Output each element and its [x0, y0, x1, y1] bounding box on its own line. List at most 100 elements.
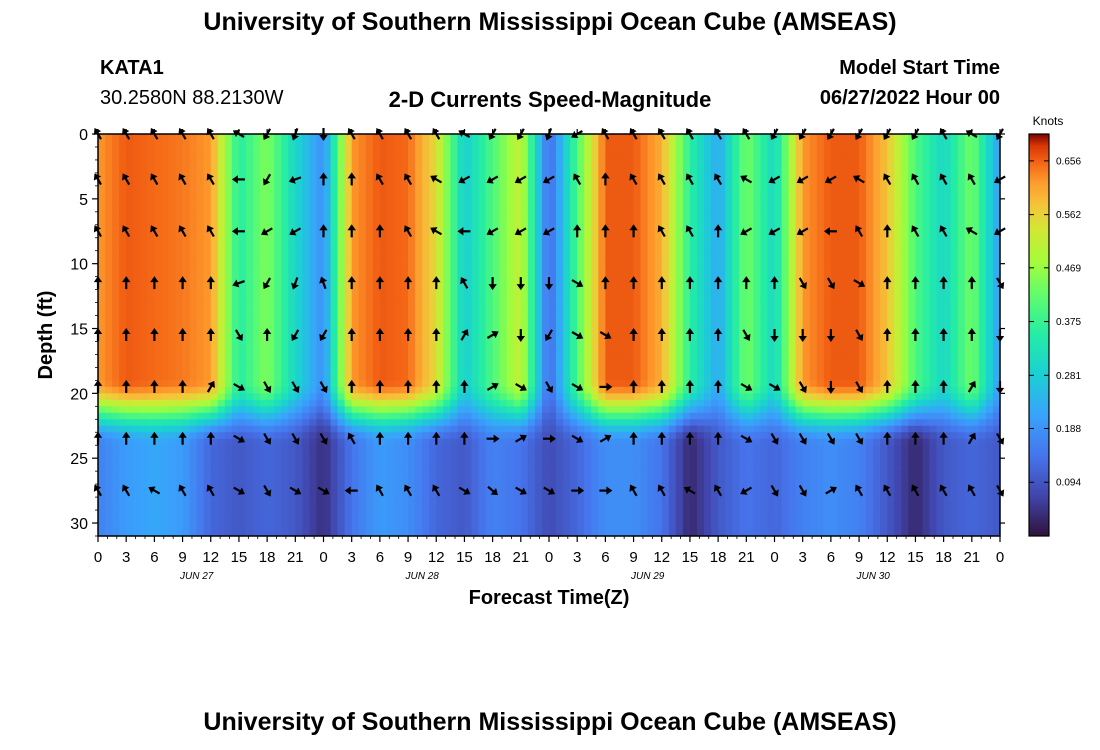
heatmap-cell: [224, 523, 233, 531]
heatmap-cell: [570, 218, 578, 226]
heatmap-cell: [379, 516, 388, 524]
heatmap-cell: [415, 192, 423, 200]
heatmap-cell: [393, 347, 402, 356]
heatmap-cell: [584, 270, 592, 278]
heatmap-cell: [429, 510, 437, 518]
heatmap-cell: [443, 166, 451, 174]
heatmap-cell: [436, 270, 444, 278]
heatmap-cell: [563, 263, 571, 271]
heatmap-cell: [182, 244, 191, 252]
heatmap-cell: [485, 412, 494, 420]
heatmap-cell: [633, 510, 642, 518]
heatmap-cell: [640, 516, 649, 524]
heatmap-cell: [337, 412, 346, 420]
heatmap-cell: [344, 497, 353, 505]
heatmap-cell: [203, 289, 212, 297]
heatmap-cell: [605, 244, 614, 252]
heatmap-cell: [436, 289, 444, 297]
heatmap-cell: [647, 309, 656, 317]
heatmap-cell: [401, 140, 409, 148]
heatmap-cell: [288, 451, 296, 459]
heatmap-cell: [654, 341, 663, 349]
heatmap-cell: [450, 270, 458, 278]
heatmap-cell: [323, 438, 332, 446]
heatmap-cell: [203, 296, 212, 304]
heatmap-cell: [549, 516, 557, 524]
heatmap-cell: [358, 445, 367, 453]
heatmap-cell: [253, 477, 261, 485]
heatmap-cell: [260, 146, 268, 155]
heatmap-cell: [471, 283, 480, 291]
heatmap-cell: [549, 328, 557, 336]
heatmap-cell: [154, 166, 163, 174]
heatmap-cell: [161, 335, 170, 343]
heatmap-cell: [295, 231, 303, 239]
heatmap-cell: [365, 438, 374, 446]
heatmap-cell: [450, 386, 458, 394]
heatmap-cell: [196, 211, 205, 219]
heatmap-cell: [365, 224, 374, 232]
heatmap-cell: [408, 283, 416, 291]
heatmap-cell: [344, 218, 353, 226]
heatmap-cell: [443, 380, 451, 388]
heatmap-cell: [640, 393, 649, 401]
heatmap-cell: [267, 263, 275, 271]
heatmap-cell: [457, 393, 466, 401]
heatmap-cell: [344, 347, 353, 356]
heatmap-cell: [640, 354, 649, 362]
heatmap-cell: [175, 296, 184, 304]
heatmap-cell: [316, 257, 325, 265]
heatmap-cell: [436, 244, 444, 252]
heatmap-cell: [372, 432, 381, 440]
heatmap-cell: [647, 179, 656, 187]
heatmap-cell: [295, 510, 303, 518]
heatmap-cell: [577, 490, 585, 498]
heatmap-cell: [436, 529, 444, 536]
heatmap-cell: [577, 516, 585, 524]
heatmap-cell: [464, 198, 473, 206]
heatmap-cell: [217, 231, 226, 239]
heatmap-cell: [372, 166, 381, 174]
heatmap-cell: [189, 309, 198, 317]
heatmap-cell: [161, 134, 170, 142]
heatmap-cell: [640, 153, 649, 161]
heatmap-cell: [154, 302, 163, 310]
heatmap-cell: [196, 309, 205, 317]
heatmap-cell: [267, 179, 275, 187]
heatmap-cell: [647, 153, 656, 161]
heatmap-cell: [499, 399, 508, 407]
heatmap-cell: [224, 419, 233, 427]
heatmap-cell: [330, 134, 339, 142]
heatmap-cell: [189, 322, 198, 330]
heatmap-cell: [133, 146, 141, 155]
heatmap-cell: [288, 393, 296, 401]
heatmap-cell: [619, 250, 628, 258]
heatmap-cell: [126, 432, 134, 440]
heatmap-cell: [323, 231, 332, 239]
heatmap-cell: [478, 166, 487, 174]
heatmap-cell: [217, 172, 226, 180]
heatmap-cell: [253, 510, 261, 518]
heatmap-cell: [492, 218, 501, 226]
heatmap-cell: [119, 237, 127, 245]
heatmap-cell: [203, 451, 212, 459]
heatmap-cell: [281, 322, 289, 330]
heatmap-cell: [372, 205, 381, 213]
heatmap-cell: [386, 386, 395, 394]
heatmap-cell: [393, 458, 402, 466]
heatmap-cell: [563, 237, 571, 245]
heatmap-cell: [647, 276, 656, 284]
heatmap-cell: [422, 510, 430, 518]
heatmap-cell: [119, 192, 127, 200]
heatmap-cell: [415, 354, 423, 362]
heatmap-cell: [591, 335, 599, 343]
heatmap-cell: [520, 341, 529, 349]
heatmap-cell: [422, 406, 430, 414]
heatmap-cell: [147, 309, 155, 317]
heatmap-cell: [485, 283, 494, 291]
heatmap-cell: [231, 341, 240, 349]
heatmap-cell: [189, 211, 198, 219]
heatmap-cell: [499, 270, 508, 278]
heatmap-cell: [126, 406, 134, 414]
heatmap-cell: [372, 477, 381, 485]
